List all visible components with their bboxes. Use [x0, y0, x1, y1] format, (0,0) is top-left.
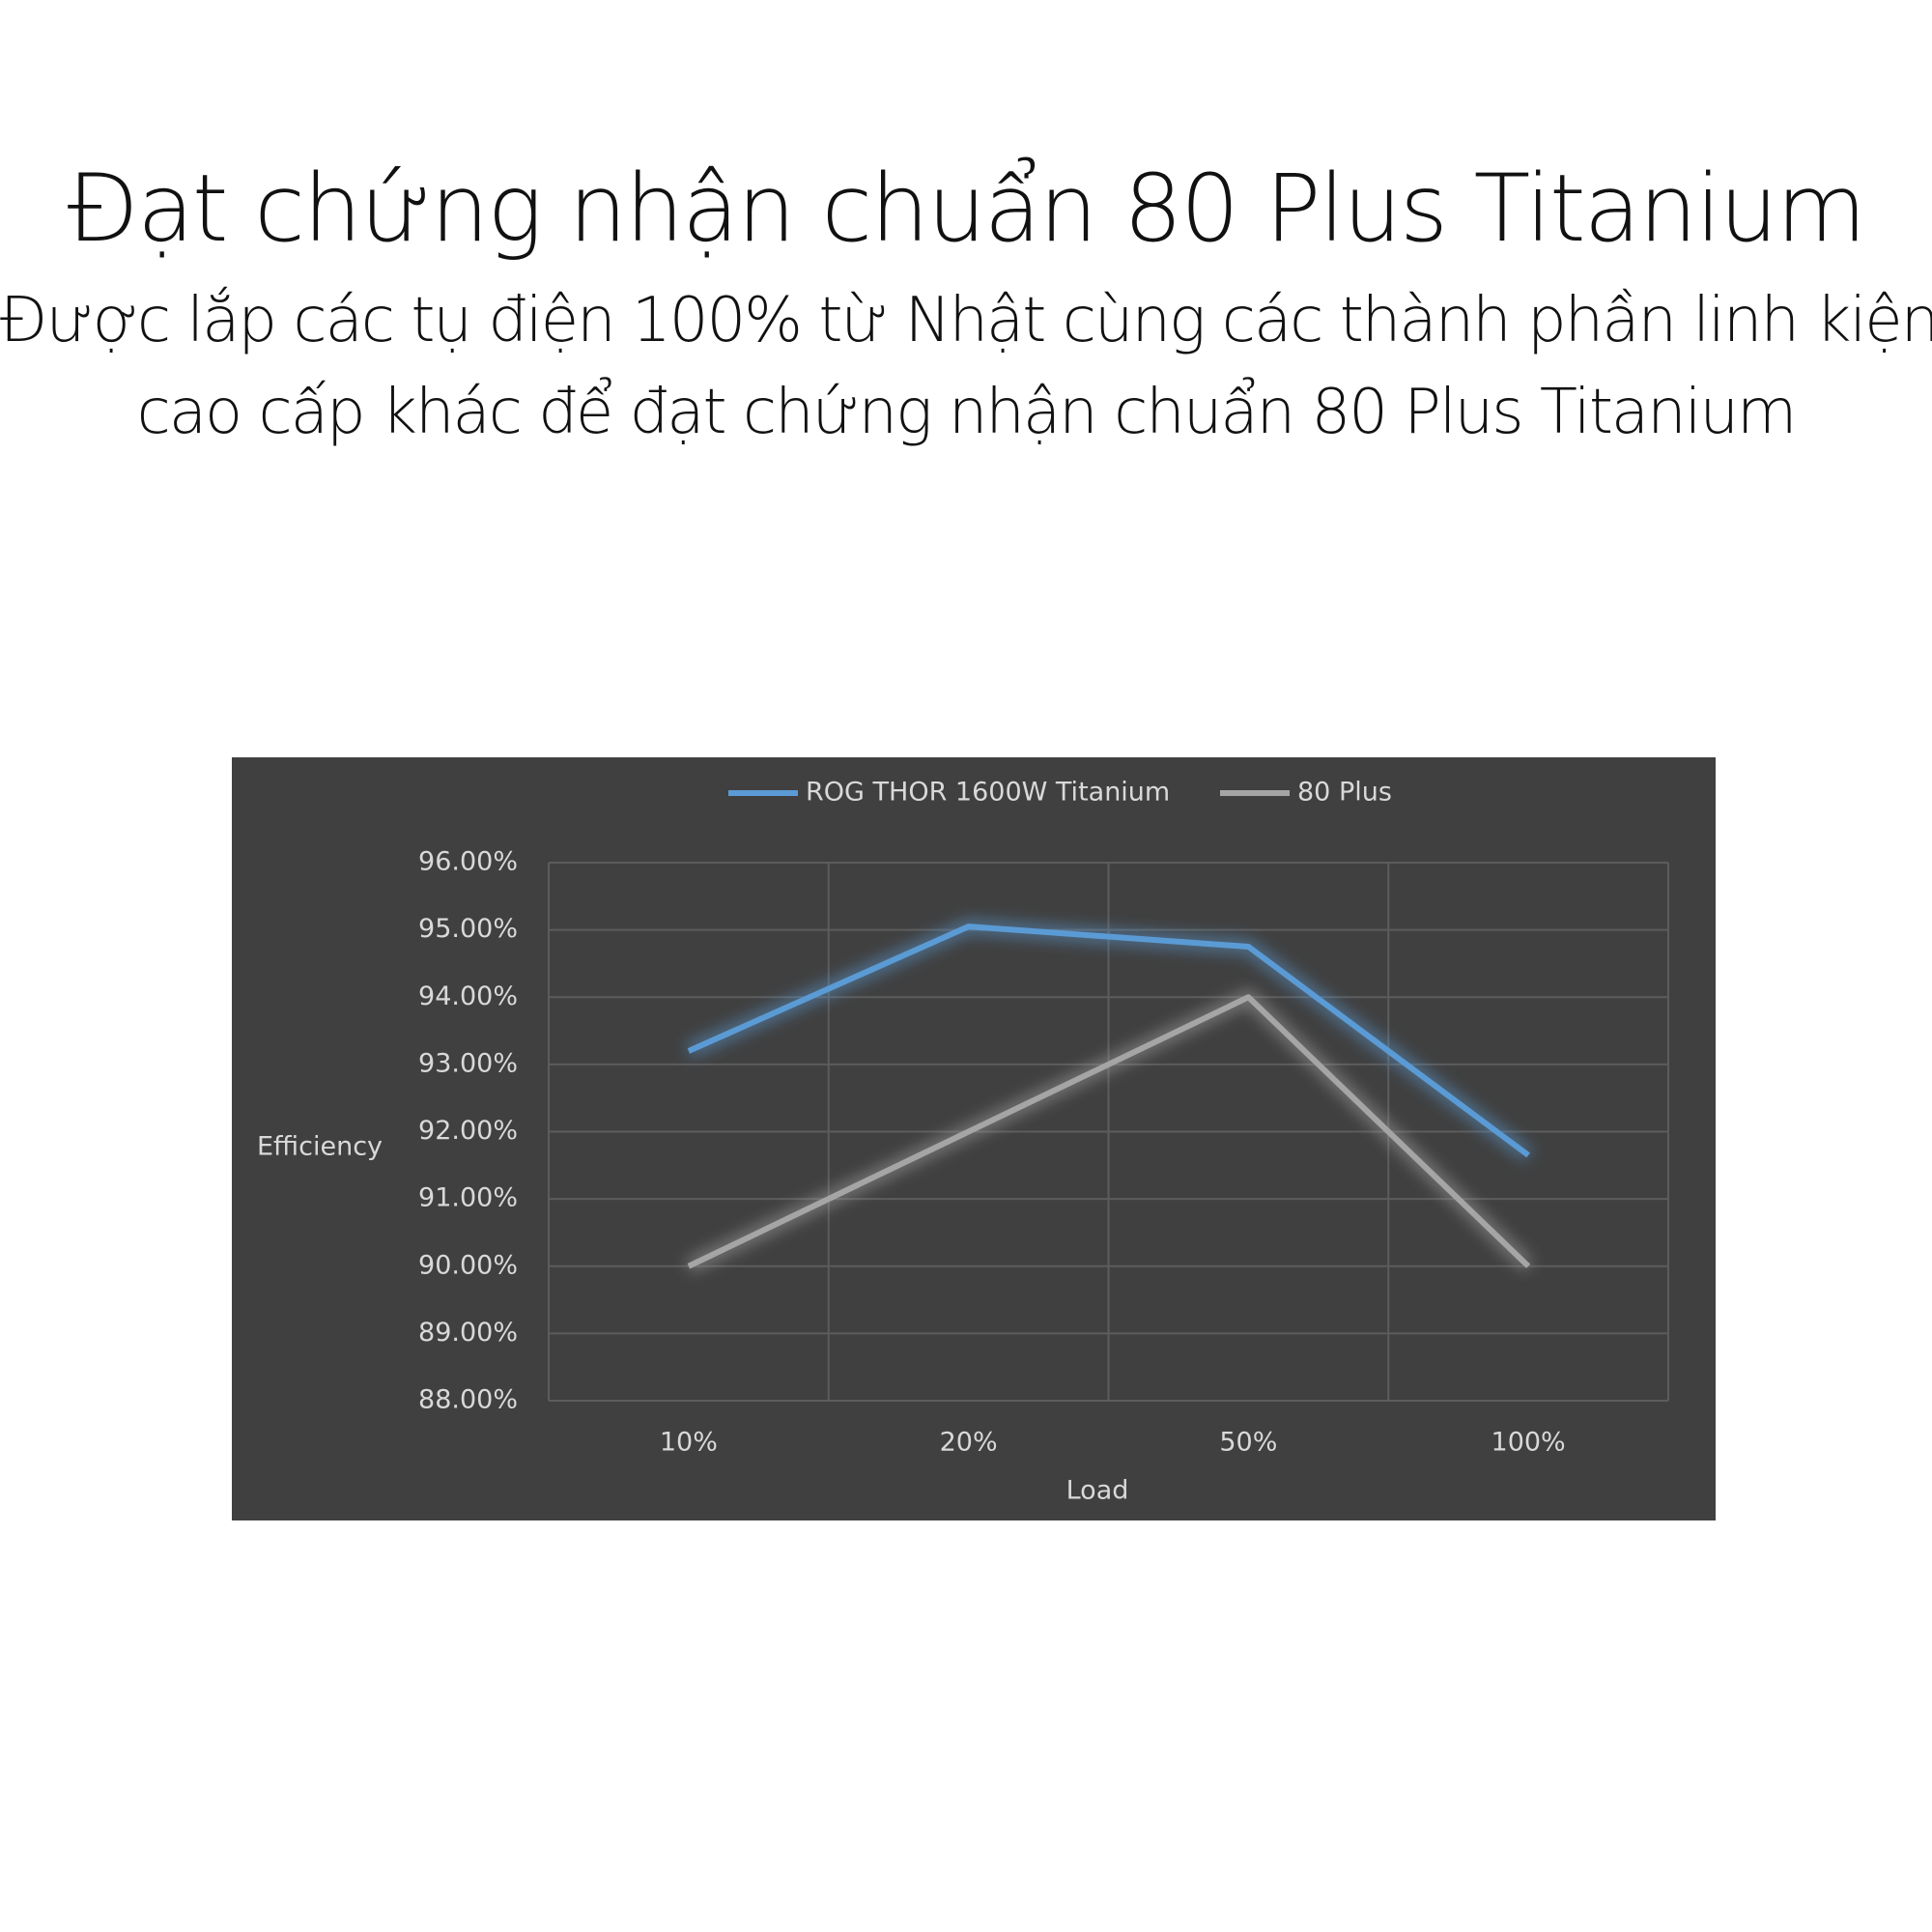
- subtitle-line: Được lắp các tụ điện 100% từ Nhật cùng c…: [0, 285, 1932, 356]
- y-tick-label: 93.00%: [418, 1048, 518, 1078]
- legend-label: ROG THOR 1600W Titanium: [806, 778, 1170, 808]
- y-tick-label: 92.00%: [418, 1116, 518, 1146]
- y-axis-label: Efficiency: [257, 1132, 383, 1162]
- y-tick-label: 95.00%: [418, 914, 518, 944]
- line-glow: [685, 988, 1533, 1273]
- x-axis-label: Load: [1066, 1476, 1129, 1506]
- line-glow: [686, 920, 1533, 1161]
- legend-label: 80 Plus: [1297, 778, 1392, 808]
- y-tick-label: 91.00%: [418, 1183, 518, 1213]
- series-line: [687, 994, 1531, 1269]
- y-tick-label: 88.00%: [418, 1385, 518, 1415]
- x-tick-label: 50%: [1219, 1428, 1277, 1458]
- series-line: [687, 923, 1530, 1158]
- y-tick-label: 96.00%: [418, 847, 518, 877]
- x-tick-label: 10%: [660, 1428, 718, 1458]
- y-tick-label: 89.00%: [418, 1318, 518, 1348]
- x-tick-label: 20%: [940, 1428, 998, 1458]
- x-tick-label: 100%: [1492, 1428, 1566, 1458]
- page-title: Đạt chứng nhận chuẩn 80 Plus Titanium: [67, 155, 1867, 263]
- subtitle-line: cao cấp khác để đạt chứng nhận chuẩn 80 …: [136, 377, 1798, 448]
- y-tick-label: 90.00%: [418, 1250, 518, 1280]
- y-tick-label: 94.00%: [418, 981, 518, 1011]
- chart-background: [232, 757, 1716, 1520]
